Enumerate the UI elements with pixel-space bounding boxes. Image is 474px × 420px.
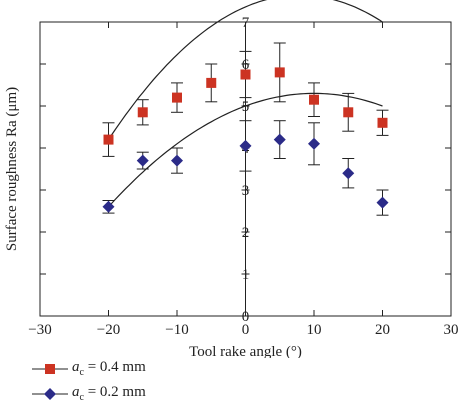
data-point-diamond: [273, 133, 286, 146]
data-point-square: [137, 107, 148, 118]
data-point-diamond: [136, 154, 149, 167]
x-tick-label: −10: [165, 322, 188, 338]
x-tick-label: 10: [307, 322, 322, 338]
x-tick-label: 0: [242, 322, 250, 338]
legend-label-0.2mm: ac = 0.2 mm: [72, 384, 146, 403]
y-tick-label: 0: [242, 309, 250, 325]
y-axis-title: Surface roughness Ra (μm): [4, 87, 20, 251]
data-point-diamond: [102, 200, 115, 213]
data-point-square: [309, 94, 319, 105]
data-point-diamond: [376, 196, 389, 209]
data-markers: [102, 67, 389, 213]
data-point-square: [172, 92, 182, 103]
fit-curves: [108, 0, 383, 208]
data-point-diamond: [308, 137, 320, 150]
x-tick-label: 30: [444, 322, 459, 338]
data-point-square: [343, 107, 354, 118]
x-tick-label: −20: [97, 322, 120, 338]
data-point-square: [377, 117, 388, 128]
chart: −30−20−10010203001234567 Tool rake angle…: [4, 0, 459, 358]
x-tick-label: 20: [375, 322, 390, 338]
x-tick-label: −30: [28, 322, 51, 338]
data-point-square: [240, 69, 251, 80]
fit-curve: [108, 92, 383, 208]
legend-square-marker-icon: [32, 364, 68, 374]
error-bars: [102, 42, 389, 216]
legend-diamond-marker-icon: [32, 388, 68, 400]
data-point-diamond: [342, 167, 355, 180]
legend-label-0.4mm: ac = 0.4 mm: [72, 359, 146, 378]
data-point-square: [103, 134, 114, 145]
data-point-diamond: [239, 139, 252, 152]
data-point-square: [206, 77, 217, 88]
data-point-square: [274, 67, 285, 78]
data-point-diamond: [171, 154, 183, 167]
axis-ticks: −30−20−10010203001234567: [28, 15, 458, 338]
fit-curve: [108, 0, 383, 140]
x-axis-title: Tool rake angle (°): [189, 344, 302, 358]
